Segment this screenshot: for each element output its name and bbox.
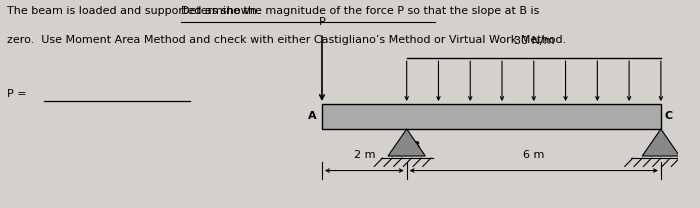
Text: The beam is loaded and supported as shown.: The beam is loaded and supported as show…	[7, 6, 267, 16]
Text: B: B	[412, 141, 421, 151]
Polygon shape	[388, 129, 426, 156]
Text: 6 m: 6 m	[523, 150, 545, 160]
Text: P =: P =	[7, 89, 27, 99]
Text: A: A	[308, 111, 316, 121]
Text: Determine the magnitude of the force P so that the slope at B is: Determine the magnitude of the force P s…	[181, 6, 540, 16]
Bar	[322, 104, 661, 129]
Text: P: P	[318, 17, 326, 27]
Text: zero.  Use Moment Area Method and check with either Castigliano’s Method or Virt: zero. Use Moment Area Method and check w…	[7, 35, 566, 45]
Text: 30 N/m: 30 N/m	[514, 36, 554, 46]
Polygon shape	[642, 129, 680, 156]
Text: 2 m: 2 m	[354, 150, 375, 160]
Text: C: C	[665, 111, 673, 121]
